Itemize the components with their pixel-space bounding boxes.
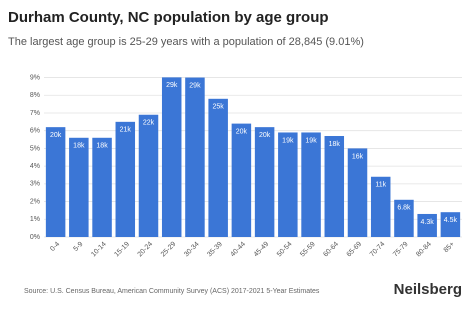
bar-label: 18k [96, 143, 108, 150]
bar [92, 137, 112, 237]
bar [138, 114, 159, 237]
x-tick-label: 55-59 [299, 241, 317, 259]
chart-title: Durham County, NC population by age grou… [8, 9, 329, 26]
x-tick-label: 75-79 [392, 241, 410, 259]
bar-label: 19k [282, 137, 294, 144]
bar-label: 18k [73, 143, 85, 150]
bar-label: 16k [352, 153, 364, 160]
bar [324, 136, 345, 237]
x-tick-label: 25-29 [160, 241, 178, 259]
x-tick-label: 50-54 [276, 241, 294, 259]
x-tick-label: 40-44 [229, 241, 247, 259]
y-tick-label: 9% [30, 74, 40, 81]
bar-label: 19k [305, 137, 317, 144]
bar-label: 25k [213, 104, 225, 111]
x-tick-label: 15-19 [113, 241, 131, 259]
y-tick-label: 6% [30, 128, 40, 135]
bar-label: 29k [166, 82, 178, 89]
x-tick-label: 30-34 [183, 241, 201, 259]
bar-label: 4.5k [444, 217, 458, 224]
y-tick-label: 3% [30, 181, 40, 188]
bar [417, 213, 437, 237]
bar [161, 77, 182, 237]
x-tick-label: 10-14 [90, 241, 108, 259]
bar [69, 137, 89, 237]
bar [370, 176, 391, 237]
bar [347, 148, 368, 237]
bar [440, 212, 461, 237]
x-tick-label: 70-74 [369, 241, 387, 259]
bar-label: 21k [120, 127, 132, 134]
brand: Neilsberg [394, 281, 462, 298]
x-tick-label: 65-69 [346, 241, 364, 259]
bar-label: 6.8k [397, 205, 411, 212]
bar-label: 4.3k [421, 219, 435, 226]
bar [45, 127, 66, 237]
y-tick-label: 7% [30, 110, 40, 117]
y-tick-label: 2% [30, 198, 40, 205]
chart-subtitle: The largest age group is 25-29 years wit… [8, 36, 364, 48]
bar-label: 18k [329, 141, 341, 148]
y-tick-label: 1% [30, 216, 40, 223]
bar [208, 98, 228, 237]
bar [115, 121, 136, 237]
bar [278, 132, 298, 237]
y-tick-label: 8% [30, 92, 40, 99]
bar-label: 20k [236, 128, 248, 135]
bar [254, 127, 275, 237]
x-tick-label: 5-9 [72, 241, 84, 253]
bar-label: 20k [259, 132, 271, 139]
y-tick-label: 5% [30, 145, 40, 152]
y-tick-label: 0% [30, 234, 40, 241]
bar-label: 20k [50, 132, 62, 139]
x-tick-label: 0-4 [49, 241, 61, 253]
x-tick-label: 85+ [443, 241, 456, 254]
bar [231, 123, 252, 237]
x-tick-label: 60-64 [322, 241, 340, 259]
bar-label: 29k [189, 82, 201, 89]
bar [185, 77, 205, 237]
bar [394, 199, 414, 237]
x-tick-label: 35-39 [206, 241, 224, 259]
x-tick-label: 20-24 [137, 241, 155, 259]
bar-label: 22k [143, 120, 155, 127]
bar [301, 132, 321, 237]
bar-label: 11k [375, 182, 386, 189]
x-tick-label: 80-84 [415, 241, 433, 259]
x-tick-label: 45-49 [253, 241, 271, 259]
y-tick-label: 4% [30, 163, 40, 170]
source: Source: U.S. Census Bureau, American Com… [24, 288, 320, 295]
